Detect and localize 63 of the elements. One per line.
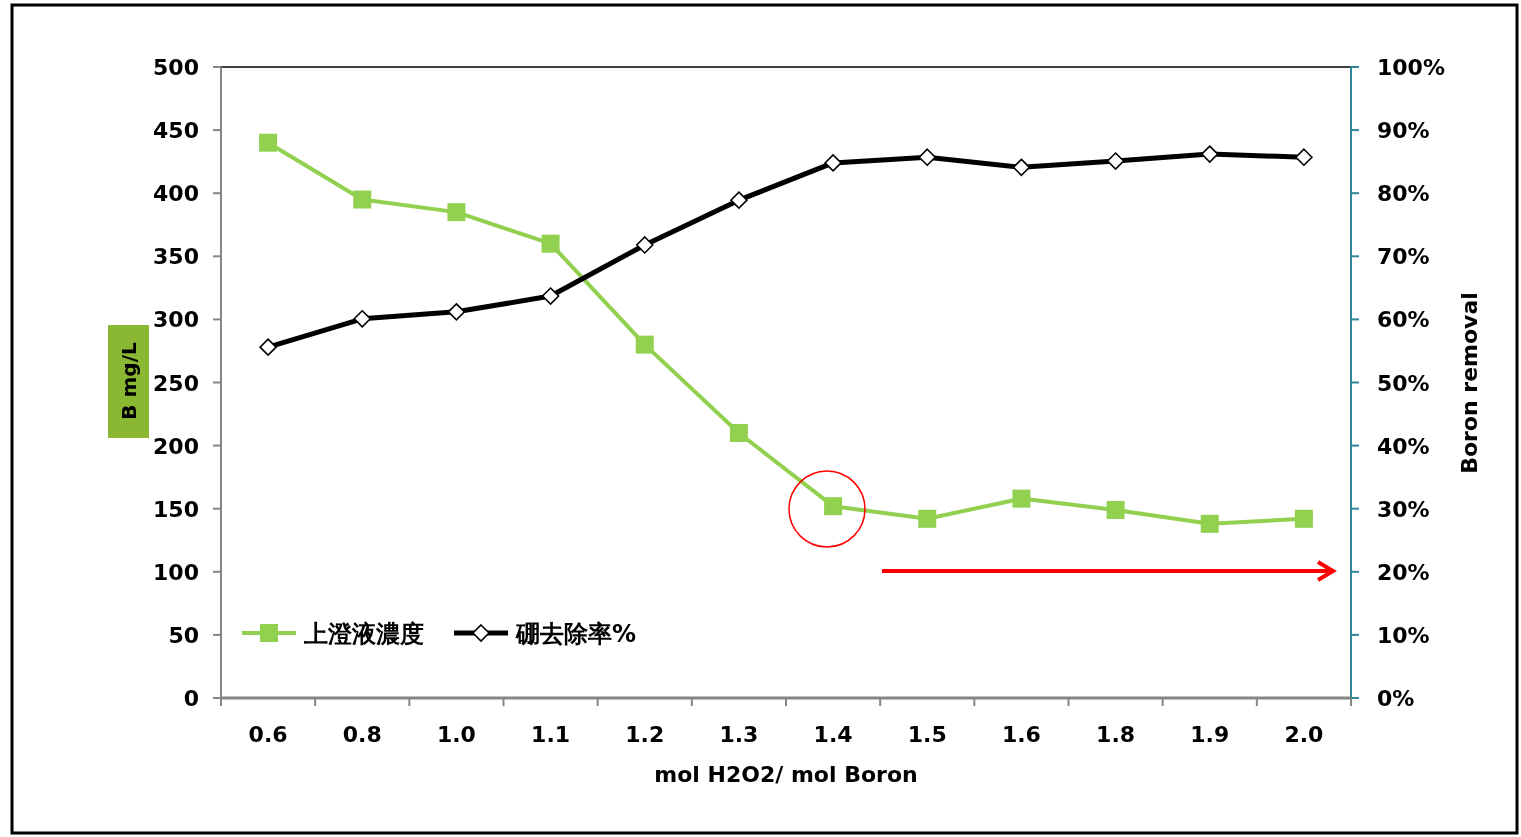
x-tick-label: 1.2 [625, 722, 665, 747]
x-tick-label: 0.8 [342, 722, 382, 747]
y2-tick-label: 100% [1377, 55, 1445, 80]
y-tick-label: 300 [153, 307, 199, 333]
x-tick-label: 1.9 [1190, 722, 1230, 747]
y2-tick-label: 0% [1377, 686, 1415, 711]
y2-tick-label: 30% [1377, 496, 1430, 522]
x-tick-label: 1.0 [436, 722, 476, 747]
x-tick-label: 1.3 [719, 722, 759, 747]
y-tick-label: 250 [153, 370, 199, 396]
x-tick-label: 2.0 [1284, 722, 1324, 747]
y-tick-label: 400 [153, 181, 199, 207]
y-tick-label: 150 [153, 496, 199, 522]
y-tick-label: 0 [183, 686, 199, 711]
point [541, 287, 560, 305]
x-tick-label: 1.5 [907, 722, 947, 747]
y2-tick-label: 50% [1377, 370, 1430, 396]
point [730, 191, 748, 209]
x-axis-title: mol H2O2/ mol Boron [654, 762, 918, 787]
y2-tick-label: 40% [1377, 433, 1430, 459]
y2-tick-label: 70% [1377, 244, 1430, 270]
point [1200, 145, 1219, 163]
y2-axis-title: Boron removal [1457, 292, 1482, 474]
y-tick-label: 100 [153, 559, 199, 585]
point [1106, 152, 1125, 170]
x-tick-label: 1.1 [531, 722, 571, 747]
point [918, 509, 937, 528]
legend-label: 上澄液濃度 [303, 620, 424, 648]
y-tick-label: 450 [153, 118, 199, 144]
point [824, 154, 842, 172]
point [353, 309, 372, 328]
point [824, 497, 843, 516]
y2-tick-label: 10% [1377, 622, 1430, 648]
point [259, 133, 278, 152]
y2-tick-label: 20% [1377, 559, 1430, 585]
y-tick-label: 50 [168, 622, 199, 648]
point [1012, 158, 1031, 177]
point [447, 303, 466, 321]
x-tick-label: 1.6 [1001, 722, 1041, 747]
y-axis-title: B mg/L [117, 342, 141, 420]
point [918, 148, 937, 167]
point [541, 234, 560, 253]
y2-tick-label: 80% [1377, 181, 1430, 207]
x-tick-label: 1.4 [813, 722, 853, 747]
point [1294, 509, 1313, 528]
point [1012, 489, 1031, 508]
x-tick-label: 1.8 [1096, 722, 1136, 747]
point [1295, 148, 1313, 167]
y-tick-label: 200 [153, 433, 199, 459]
x-tick-label: 0.6 [248, 722, 288, 747]
point [1200, 514, 1219, 533]
point [353, 190, 372, 209]
y-tick-label: 350 [153, 244, 199, 270]
y-tick-label: 500 [153, 55, 199, 80]
point [447, 203, 466, 222]
point [729, 423, 748, 442]
point [1106, 500, 1125, 519]
point [635, 236, 654, 254]
y2-tick-label: 90% [1377, 118, 1430, 144]
point [259, 338, 277, 356]
y2-tick-label: 60% [1377, 307, 1430, 333]
point [635, 335, 654, 354]
legend-label: 硼去除率% [515, 620, 637, 648]
